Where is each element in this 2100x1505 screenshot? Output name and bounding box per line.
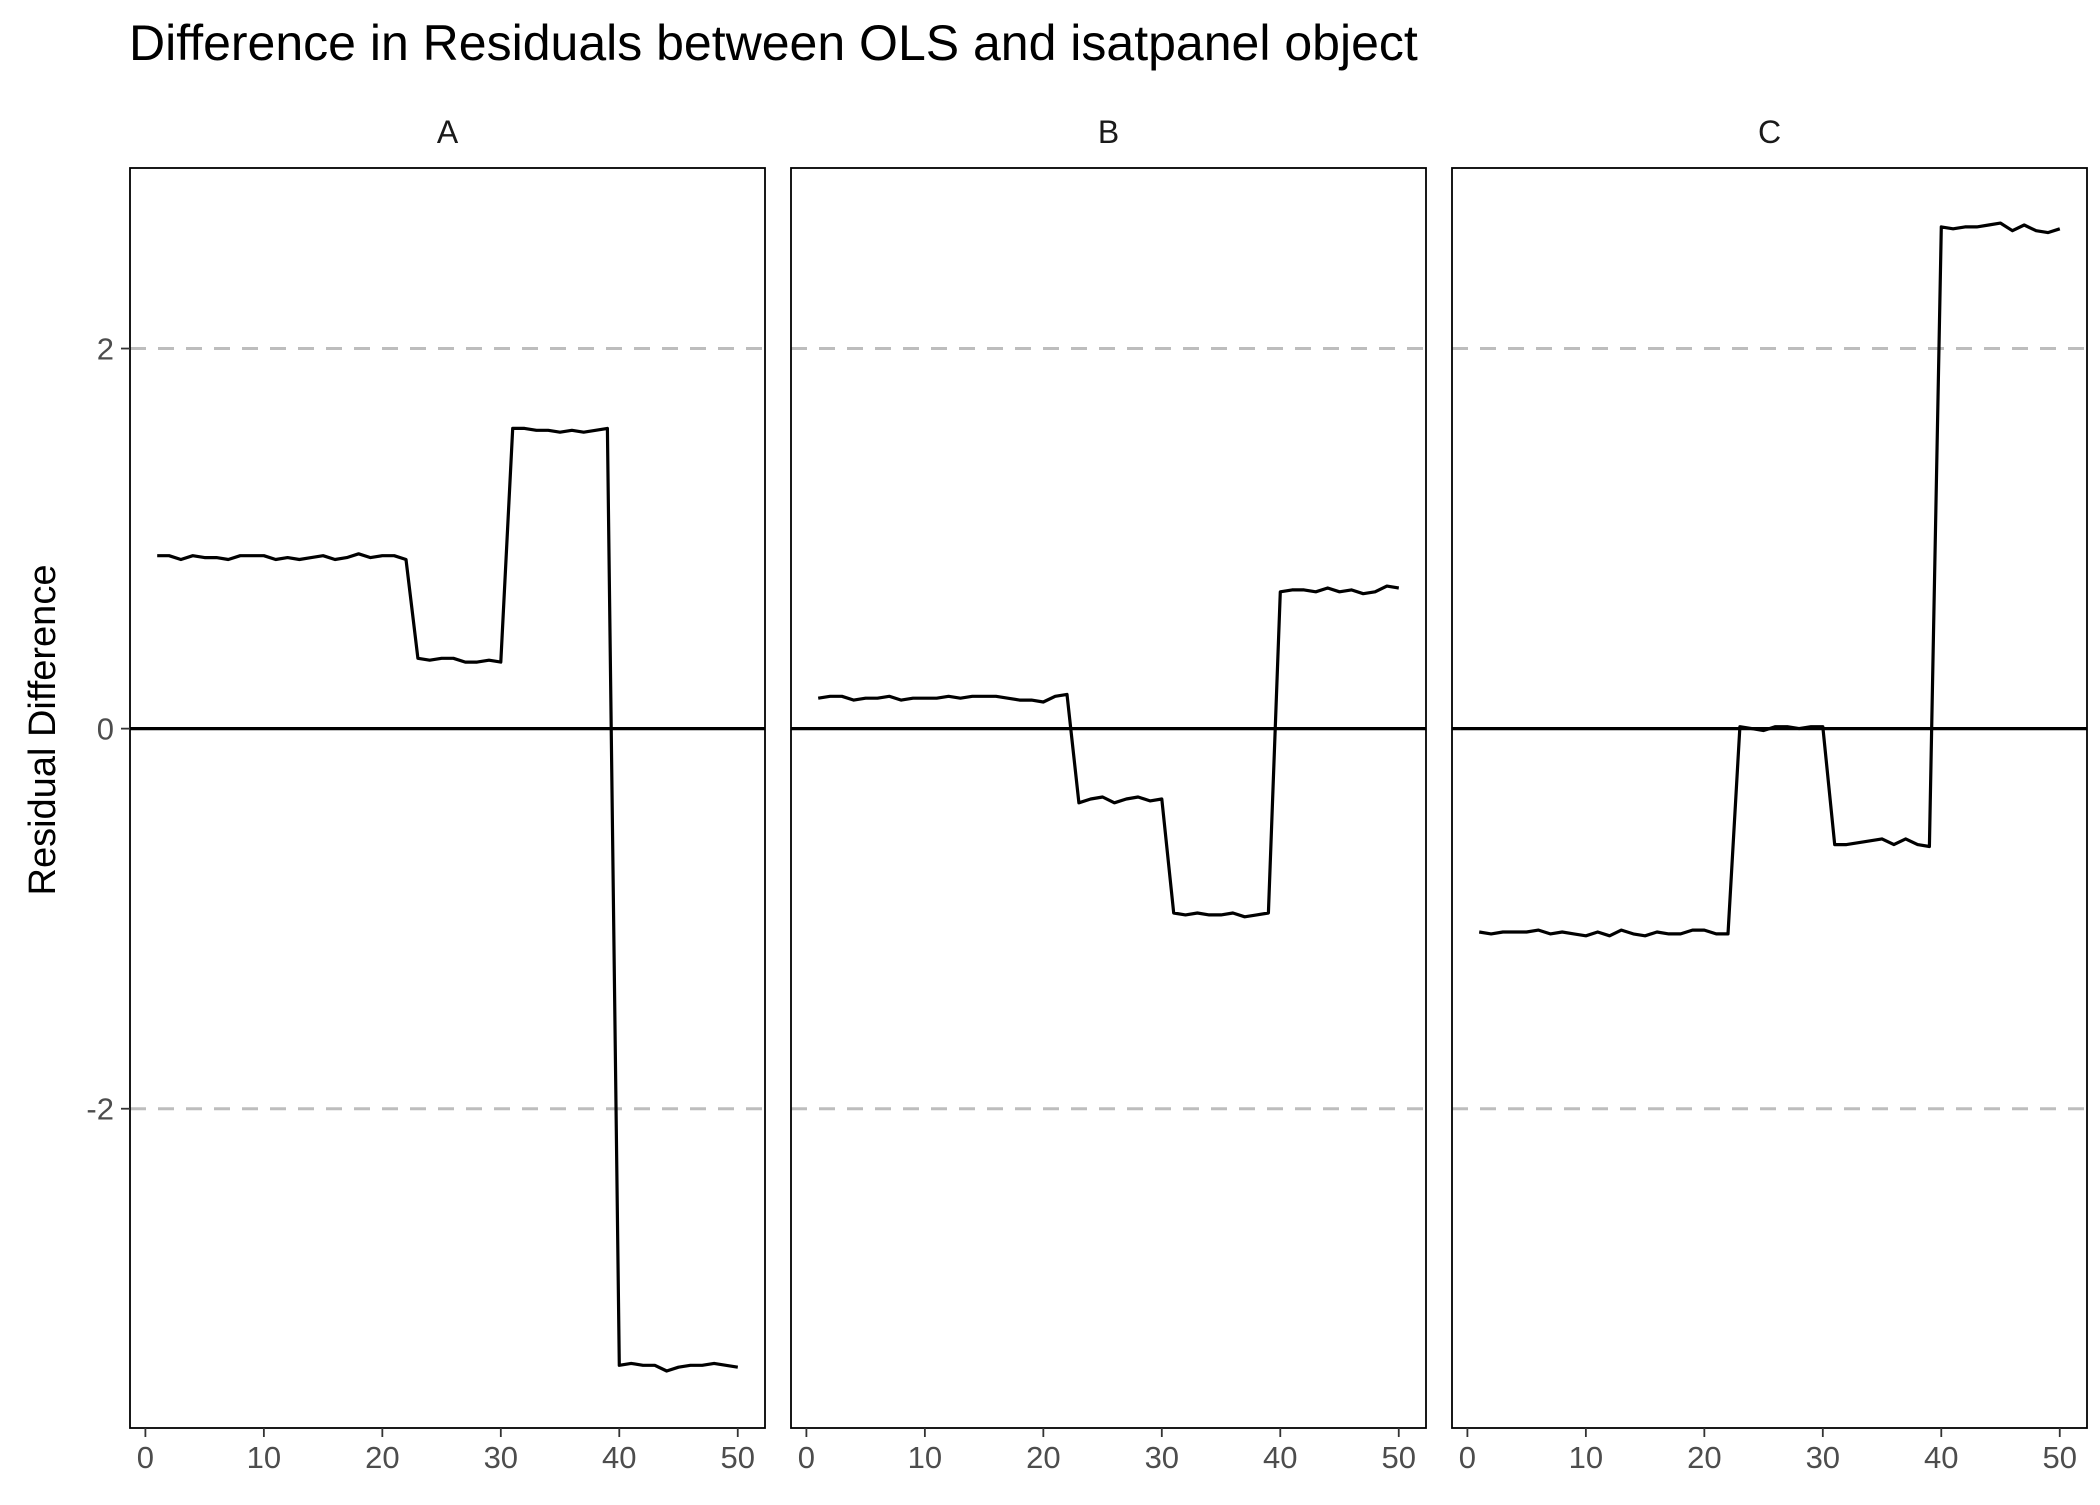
x-tick-label: 30 [1145, 1440, 1179, 1475]
facet-strip-label: A [437, 114, 459, 150]
x-tick-label: 30 [1806, 1440, 1840, 1475]
x-tick-label: 20 [365, 1440, 399, 1475]
x-tick-label: 10 [908, 1440, 942, 1475]
x-tick-label: 10 [247, 1440, 281, 1475]
facet-strip-label: B [1098, 114, 1119, 150]
facet-panel-c: C 0 10 20 30 40 50 [1451, 114, 2088, 1475]
x-tick-label: 20 [1687, 1440, 1721, 1475]
series-line [1478, 221, 2061, 938]
facet-panel-a: A 0 10 20 30 40 50 [129, 114, 766, 1475]
panel-border [790, 167, 1427, 1429]
x-tick-label: 0 [137, 1440, 154, 1475]
x-tick-label: 40 [1263, 1440, 1297, 1475]
x-tick-label: 50 [1382, 1440, 1416, 1475]
series-line [157, 426, 739, 1373]
x-tick-label: 40 [602, 1440, 636, 1475]
x-tick-label: 20 [1026, 1440, 1060, 1475]
y-tick-label: 2 [97, 332, 114, 367]
facet-panels: A 0 10 20 30 40 50 B 0 10 20 30 40 50 C 0 10 20 30 40 50 -2 0 2 [86, 114, 2088, 1475]
x-tick-label: 50 [2043, 1440, 2077, 1475]
chart-title: Difference in Residuals between OLS and … [129, 15, 1418, 71]
x-tick-label: 0 [798, 1440, 815, 1475]
x-tick-label: 0 [1459, 1440, 1476, 1475]
y-tick-label: -2 [86, 1092, 114, 1127]
facet-panel-b: B 0 10 20 30 40 50 [790, 114, 1427, 1475]
x-tick-label: 50 [721, 1440, 755, 1475]
facet-strip-label: C [1758, 114, 1781, 150]
panel-border [129, 167, 766, 1429]
y-axis-title: Residual Difference [22, 565, 64, 896]
x-tick-label: 30 [484, 1440, 518, 1475]
series-line [817, 584, 1400, 919]
panel-border [1451, 167, 2088, 1429]
x-tick-label: 10 [1569, 1440, 1603, 1475]
y-tick-label: 0 [97, 712, 114, 747]
x-tick-label: 40 [1924, 1440, 1958, 1475]
